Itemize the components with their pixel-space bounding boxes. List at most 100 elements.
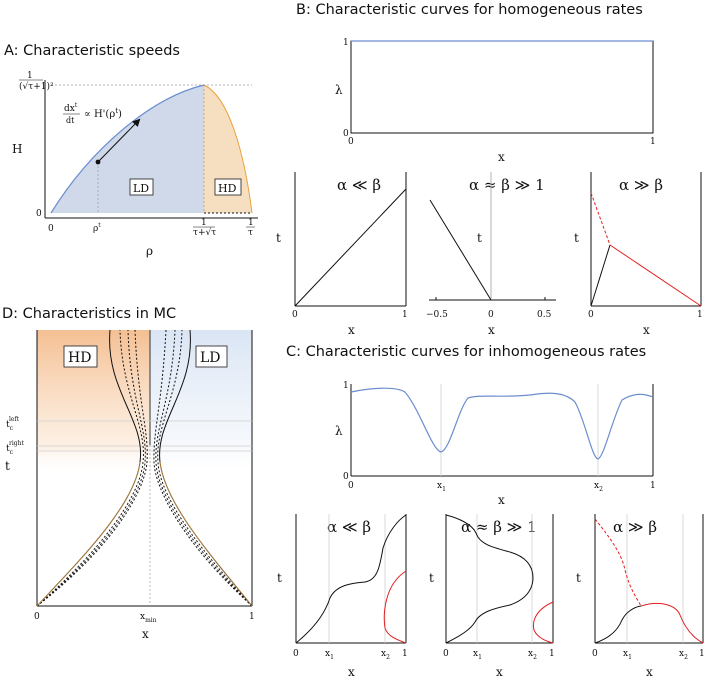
mc-char-right-3 bbox=[155, 329, 253, 607]
b2-ylabel: t bbox=[477, 231, 482, 245]
c3-xlabel: x bbox=[646, 665, 653, 679]
b3-title: α ≫ β bbox=[619, 176, 663, 194]
b1-characteristic bbox=[294, 188, 407, 307]
hd-label-box bbox=[214, 178, 242, 196]
panel-d-xtick-min: xmin bbox=[140, 612, 157, 624]
b3-xtick-0: 0 bbox=[588, 310, 594, 320]
b2-xtick-c: 0.5 bbox=[537, 310, 552, 320]
panel-a-ylabel: H bbox=[12, 142, 22, 156]
b1-xlabel: x bbox=[348, 323, 355, 337]
c1-characteristic bbox=[295, 514, 407, 644]
ld-curve bbox=[50, 84, 205, 214]
ld-region bbox=[51, 85, 204, 213]
panel-c-title: C: Characteristic curves for inhomogeneo… bbox=[286, 344, 646, 360]
mc-char-left-orange bbox=[36, 461, 141, 607]
c1-xtick-1: 1 bbox=[402, 649, 408, 659]
inhomogeneous-rate-curve bbox=[350, 387, 654, 460]
mc-char-left-3 bbox=[36, 329, 146, 607]
mc-char-right-orange bbox=[159, 461, 253, 607]
xtick-mid-den: τ+√τ bbox=[193, 227, 216, 238]
c3-xtick-x1: x1 bbox=[623, 649, 632, 661]
panel-b-xlabel: x bbox=[498, 150, 505, 164]
b2-xtick-b: 0 bbox=[488, 310, 494, 320]
b1-xtick-0: 0 bbox=[292, 310, 298, 320]
b3-characteristic-red bbox=[609, 244, 702, 307]
c1-ylabel: t bbox=[277, 571, 282, 585]
panel-c-xtick-1: 1 bbox=[650, 481, 656, 491]
c2-xtick-0: 0 bbox=[443, 649, 449, 659]
panel-b-ytick-1: 1 bbox=[343, 38, 349, 48]
panel-c-xtick-0: 0 bbox=[348, 481, 354, 491]
panel-b-lambda-frame bbox=[350, 40, 654, 134]
panel-d-xlabel: x bbox=[142, 627, 149, 641]
c2-ylabel: t bbox=[429, 571, 434, 585]
panel-b: B: Characteristic curves for homogeneous… bbox=[276, 2, 703, 337]
c3-characteristic-red-dashed bbox=[594, 518, 642, 607]
c3-characteristic-red bbox=[640, 602, 704, 644]
ld-label: LD bbox=[133, 182, 149, 195]
c1-xtick-0: 0 bbox=[293, 649, 299, 659]
hd-curve bbox=[203, 84, 253, 214]
c3-ylabel: t bbox=[576, 571, 581, 585]
panel-b-xtick-1: 1 bbox=[650, 137, 656, 147]
panel-a-title: A: Characteristic speeds bbox=[4, 43, 180, 59]
c2-xlabel: x bbox=[496, 665, 503, 679]
panel-c-ylabel: λ bbox=[335, 424, 343, 438]
annot-lhs-num: dxt bbox=[64, 102, 78, 114]
panel-c-xtick-x2: x2 bbox=[594, 481, 603, 493]
c2-title: α ≈ β ≫ 1 bbox=[461, 518, 537, 536]
mc-char-right-2 bbox=[157, 329, 253, 607]
c2-xtick-x2: x2 bbox=[528, 649, 537, 661]
panel-d: D: Characteristics in MC HD LD tcleft tc… bbox=[2, 306, 255, 641]
c2-characteristic bbox=[445, 514, 534, 644]
mc-char-left-2 bbox=[36, 329, 144, 607]
panel-c-xlabel: x bbox=[498, 493, 505, 507]
ld-label-box-d bbox=[195, 345, 228, 368]
panel-c-ytick-0: 0 bbox=[343, 472, 349, 482]
hd-label-box-d bbox=[63, 345, 98, 368]
panel-d-xtick-1: 1 bbox=[249, 612, 255, 622]
c3-title: α ≫ β bbox=[613, 518, 657, 536]
b3-characteristic-red-dashed bbox=[590, 192, 611, 246]
tc-left-label: tcleft bbox=[6, 416, 20, 432]
ld-label-box bbox=[129, 178, 154, 196]
b3-xlabel: x bbox=[643, 323, 650, 337]
panel-b-ylabel: λ bbox=[335, 83, 343, 97]
mc-char-right-4 bbox=[153, 329, 253, 607]
c1-xtick-x1: x1 bbox=[325, 649, 334, 661]
annot-rhs: ∝ H'(ρt) bbox=[84, 107, 122, 120]
c2-xtick-1: 1 bbox=[549, 649, 555, 659]
ytick-top-num: 1 bbox=[27, 71, 33, 81]
xtick-zero: 0 bbox=[48, 224, 54, 234]
panel-a: A: Characteristic speeds dxt dt ∝ H'(ρt)… bbox=[4, 43, 258, 258]
c3-xtick-1: 1 bbox=[699, 649, 705, 659]
b1-xtick-1: 1 bbox=[402, 310, 408, 320]
panel-b-ytick-0: 0 bbox=[343, 129, 349, 139]
b3-xtick-1: 1 bbox=[697, 310, 703, 320]
c3-xtick-x2: x2 bbox=[679, 649, 688, 661]
hd-label: HD bbox=[218, 182, 237, 195]
annot-lhs-den: dt bbox=[66, 116, 75, 125]
ytick-top-den: (√τ+1)² bbox=[19, 81, 54, 92]
xtick-end-den: τ bbox=[248, 228, 253, 238]
mc-char-left-4 bbox=[36, 329, 148, 607]
panel-b-title: B: Characteristic curves for homogeneous… bbox=[296, 2, 643, 18]
b1-ylabel: t bbox=[276, 231, 281, 245]
panel-d-hd-label: HD bbox=[68, 350, 91, 366]
panel-a-xlabel: ρ bbox=[146, 244, 153, 258]
panel-b-xtick-0: 0 bbox=[348, 137, 354, 147]
xtick-end-num: 1 bbox=[248, 218, 254, 228]
c1-xlabel: x bbox=[348, 665, 355, 679]
b2-characteristic bbox=[429, 199, 492, 301]
c1-title: α ≪ β bbox=[327, 518, 371, 536]
c1-characteristic-red bbox=[383, 570, 407, 644]
c2-characteristic-red bbox=[533, 601, 554, 644]
panel-d-title: D: Characteristics in MC bbox=[2, 306, 176, 322]
ytick-zero: 0 bbox=[36, 209, 42, 219]
rho-t-point bbox=[95, 159, 101, 165]
c2-xtick-x1: x1 bbox=[473, 649, 482, 661]
b2-title: α ≈ β ≫ 1 bbox=[469, 176, 545, 194]
panel-c-ytick-1: 1 bbox=[343, 381, 349, 391]
tc-right-label: tcright bbox=[6, 440, 24, 456]
